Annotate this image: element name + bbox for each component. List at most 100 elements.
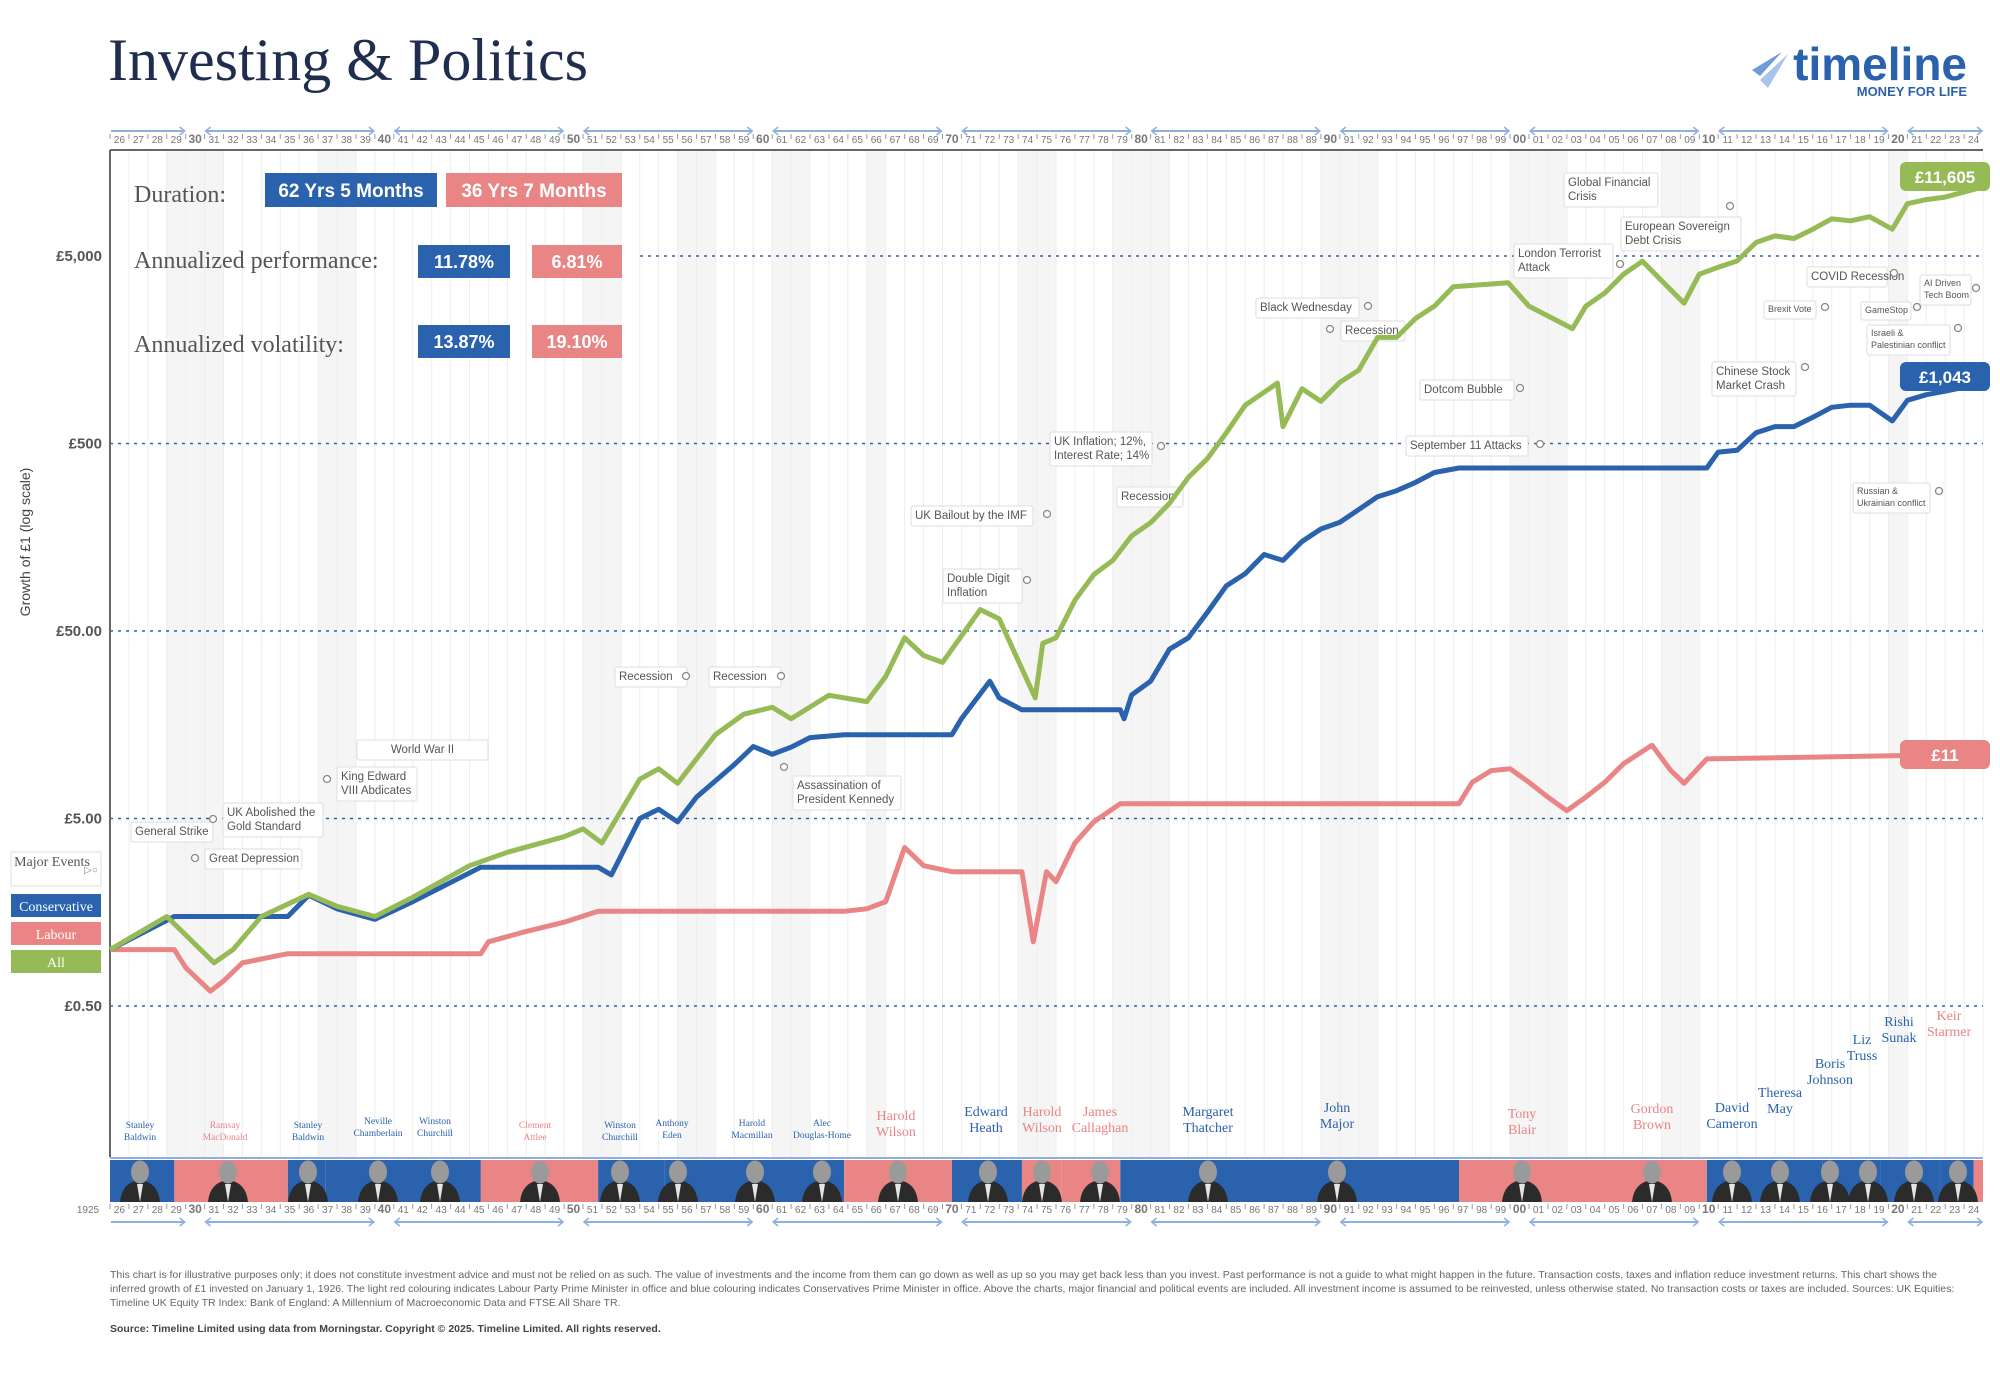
arrow-right-icon [1882, 126, 1889, 136]
event-box [910, 505, 1034, 527]
top-x-tick-label: 40 [378, 132, 392, 146]
event-annotation[interactable]: UK Inflation; 12%, Interest Rate; 14% [1049, 431, 1166, 467]
legend: Major Events ▷○ Conservative Labour All [10, 851, 102, 973]
prime-minister[interactable]: Winston Churchill [600, 1121, 640, 1202]
event-annotation[interactable]: September 11 Attacks [1405, 435, 1545, 457]
event-annotation[interactable]: London Terrorist Attack [1513, 243, 1625, 279]
bottom-x-tick-label: 17 [1836, 1205, 1848, 1216]
legend-labour-label: Labour [36, 928, 77, 943]
event-annotation[interactable]: Russian & Ukrainian conflict [1852, 482, 1944, 514]
prime-minister[interactable]: Stanley Baldwin [120, 1121, 160, 1202]
event-annotation[interactable]: Recession [1325, 320, 1406, 342]
arrow-left-icon [1717, 1217, 1725, 1227]
event-label: Attack [1518, 262, 1550, 274]
top-x-tick-label: 57 [700, 135, 712, 146]
event-label: VIII Abdicates [341, 785, 412, 797]
prime-minister[interactable]: Harold Macmillan [731, 1119, 775, 1202]
event-annotation[interactable]: COVID Recession [1806, 266, 1904, 288]
event-annotation[interactable]: UK Abolished the Gold Standard [208, 802, 324, 838]
event-annotation[interactable]: GameStop [1860, 301, 1922, 321]
event-label: World War II [391, 744, 454, 756]
top-x-tick-label: 83 [1192, 135, 1204, 146]
top-x-tick-label: 13 [1760, 135, 1772, 146]
bottom-x-tick-label: 71 [965, 1205, 977, 1216]
event-annotation[interactable]: Double Digit Inflation [942, 568, 1032, 604]
event-annotation[interactable]: General Strike [130, 821, 214, 843]
event-annotation[interactable]: Assassination of President Kennedy [779, 762, 902, 811]
legend-major-events-toggle[interactable]: Major Events ▷○ [10, 851, 102, 887]
top-x-tick-label: 84 [1211, 135, 1223, 146]
event-annotation[interactable]: Great Depression [190, 848, 303, 870]
prime-minister[interactable]: Clement Attlee [519, 1121, 560, 1202]
bottom-x-tick-label: 27 [133, 1205, 145, 1216]
top-x-tick-label: 43 [436, 135, 448, 146]
event-annotation[interactable]: AI Driven Tech Boom [1919, 274, 1981, 306]
shaded-period [1131, 150, 1151, 1157]
legend-all-label: All [47, 956, 65, 971]
event-annotation[interactable]: Recession [708, 666, 786, 688]
pm-last-name: Wilson [1022, 1121, 1062, 1136]
top-x-tick-label: 92 [1363, 135, 1375, 146]
bottom-x-tick-label: 97 [1457, 1205, 1469, 1216]
event-label: Debt Crisis [1625, 235, 1681, 247]
prime-minister[interactable]: Ramsay MacDonald [203, 1121, 248, 1202]
event-annotation[interactable]: World War II [356, 739, 489, 761]
prime-minister[interactable]: Stanley Baldwin [288, 1121, 328, 1202]
legend-labour-toggle[interactable]: Labour [11, 922, 101, 945]
event-annotation[interactable]: Global Financial Crisis [1563, 172, 1735, 211]
event-annotation[interactable]: King Edward VIII Abdicates [322, 766, 418, 802]
event-annotation[interactable]: Brexit Vote [1763, 300, 1830, 320]
top-x-tick-label: 98 [1476, 135, 1488, 146]
shaded-period [1339, 150, 1359, 1157]
shaded-period [601, 150, 621, 1157]
pm-first-name: Harold [739, 1119, 766, 1129]
bottom-x-tick-label: 53 [625, 1205, 637, 1216]
pm-portrait-icon [600, 1160, 640, 1202]
volatility-labour: 19.10% [546, 332, 607, 352]
prime-minister[interactable]: Winston Churchill [417, 1117, 460, 1202]
top-x-tick-label: 88 [1287, 135, 1299, 146]
event-marker-icon [1042, 509, 1052, 519]
legend-conservative-toggle[interactable]: Conservative [11, 894, 101, 917]
event-annotation[interactable]: Black Wednesday [1255, 297, 1373, 319]
bottom-x-tick-label: 83 [1192, 1205, 1204, 1216]
prime-minister[interactable]: Anthony Eden [655, 1119, 698, 1202]
pm-last-name: Callaghan [1072, 1121, 1129, 1136]
top-x-tick-label: 10 [1702, 132, 1716, 146]
event-annotation[interactable]: Israeli & Palestinian conflict [1866, 323, 1963, 356]
event-marker-icon: ▷○ [84, 865, 98, 876]
event-marker-icon [1953, 323, 1963, 333]
arrow-right-icon [1503, 1217, 1511, 1227]
event-annotation[interactable]: Recession [1116, 486, 1184, 508]
event-annotation[interactable]: Recession [614, 666, 691, 688]
event-annotation[interactable]: Dotcom Bubble [1419, 379, 1525, 401]
pm-first-name: David [1715, 1101, 1749, 1116]
event-annotation[interactable]: European Sovereign Debt Crisis [1620, 216, 1742, 252]
arrow-right-icon [557, 126, 565, 136]
prime-minister[interactable]: Alec Douglas-Home [793, 1119, 851, 1202]
bottom-x-tick-label: 95 [1419, 1205, 1431, 1216]
event-box [130, 821, 214, 843]
legend-all-toggle[interactable]: All [11, 950, 101, 973]
event-annotation[interactable]: UK Bailout by the IMF [910, 505, 1052, 527]
bottom-x-tick-label: 52 [606, 1205, 618, 1216]
bottom-x-tick-label: 15 [1798, 1205, 1810, 1216]
prime-minister[interactable]: Neville Chamberlain [353, 1117, 403, 1202]
event-annotation[interactable]: Chinese Stock Market Crash [1711, 361, 1810, 397]
event-marker-icon [1535, 439, 1545, 449]
bottom-x-tick-label: 10 [1702, 1202, 1716, 1216]
